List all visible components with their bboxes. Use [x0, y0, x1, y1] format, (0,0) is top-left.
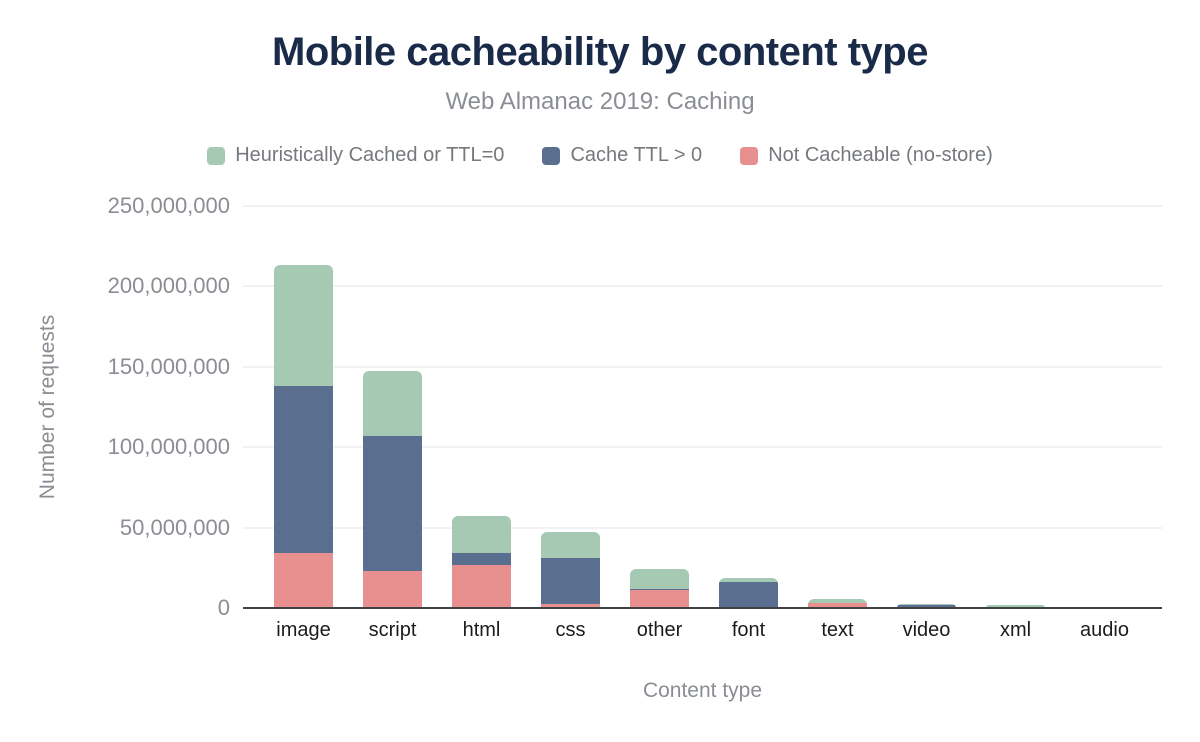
bar-segment[interactable]	[363, 571, 422, 608]
gridline	[243, 205, 1162, 207]
bar-segment[interactable]	[719, 577, 778, 582]
bar-column-script	[348, 206, 437, 608]
bar-html[interactable]	[452, 516, 511, 608]
legend-item: Heuristically Cached or TTL=0	[207, 144, 504, 167]
bars-row	[259, 206, 1149, 608]
x-axis-label: audio	[1080, 619, 1129, 641]
y-axis-tick-label: 150,000,000	[107, 353, 230, 379]
bar-segment[interactable]	[630, 568, 689, 589]
plot-area	[243, 205, 1162, 608]
legend-label: Heuristically Cached or TTL=0	[235, 144, 505, 166]
bar-segment[interactable]	[452, 516, 511, 554]
bar-column-html	[437, 206, 526, 608]
bar-column-other	[615, 206, 704, 608]
y-axis-tick-label: 0	[217, 595, 230, 620]
bar-segment[interactable]	[541, 604, 600, 608]
x-axis-labels: image script html css other font text video xml a…	[259, 619, 1149, 642]
bar-segment[interactable]	[808, 599, 867, 603]
gridline	[243, 526, 1162, 529]
bar-css[interactable]	[541, 531, 600, 608]
bar-segment[interactable]	[541, 558, 600, 605]
y-axis-title: Number of requests	[36, 314, 59, 500]
bar-segment[interactable]	[630, 589, 689, 608]
bar-column-font	[704, 206, 793, 608]
bar-column-css	[526, 206, 615, 608]
bar-segment[interactable]	[630, 588, 689, 590]
x-axis-label: text	[821, 619, 854, 641]
bar-column-image	[259, 206, 348, 608]
x-axis-label: font	[731, 619, 766, 641]
legend-swatch	[542, 146, 561, 165]
legend-label: Not Cacheable (no-store)	[768, 144, 993, 166]
bar-segment[interactable]	[274, 264, 333, 387]
x-axis-label: script	[368, 619, 417, 641]
bar-segment[interactable]	[452, 553, 511, 566]
legend-item: Not Cacheable (no-store)	[740, 144, 993, 167]
legend-item: Cache TTL > 0	[542, 144, 702, 167]
gridline	[243, 446, 1162, 449]
x-axis-label: other	[636, 619, 683, 641]
x-axis-label: image	[276, 619, 331, 641]
x-axis-label: video	[902, 619, 951, 641]
bar-script[interactable]	[363, 370, 422, 608]
x-axis-label: css	[555, 619, 586, 641]
legend-swatch	[207, 146, 226, 165]
bar-segment[interactable]	[541, 531, 600, 559]
bar-segment[interactable]	[452, 565, 511, 608]
bar-segment[interactable]	[897, 604, 956, 608]
bar-segment[interactable]	[274, 386, 333, 554]
bar-segment[interactable]	[719, 581, 778, 608]
legend-label: Cache TTL > 0	[570, 144, 703, 166]
gridline	[243, 365, 1162, 368]
chart-title: Mobile cacheability by content type	[272, 30, 928, 74]
bar-font[interactable]	[719, 577, 778, 608]
bar-text[interactable]	[808, 599, 867, 608]
bar-segment[interactable]	[274, 553, 333, 608]
gridline	[243, 285, 1162, 288]
x-axis-line	[243, 607, 1162, 609]
bar-segment[interactable]	[986, 604, 1045, 607]
bar-segment[interactable]	[363, 370, 422, 436]
chart-subtitle: Web Almanac 2019: Caching	[445, 88, 755, 115]
y-axis-tick-label: 250,000,000	[107, 193, 230, 218]
bar-column-xml	[971, 206, 1060, 608]
bar-segment[interactable]	[363, 435, 422, 571]
y-axis-tick-label: 200,000,000	[107, 273, 230, 299]
bar-column-text	[793, 206, 882, 608]
bar-segment[interactable]	[808, 603, 867, 608]
legend-swatch	[740, 146, 759, 165]
bar-other[interactable]	[630, 568, 689, 608]
bar-column-audio	[1060, 206, 1149, 608]
bar-column-video	[882, 206, 971, 608]
bar-image[interactable]	[274, 264, 333, 608]
x-axis-label: html	[462, 619, 501, 641]
x-axis-title: Content type	[642, 679, 763, 702]
y-axis-tick-label: 50,000,000	[119, 514, 230, 540]
y-axis-tick-label: 100,000,000	[107, 434, 230, 460]
legend: Heuristically Cached or TTL=0 Cache TTL >…	[0, 144, 1200, 167]
x-axis-label: xml	[999, 619, 1032, 641]
